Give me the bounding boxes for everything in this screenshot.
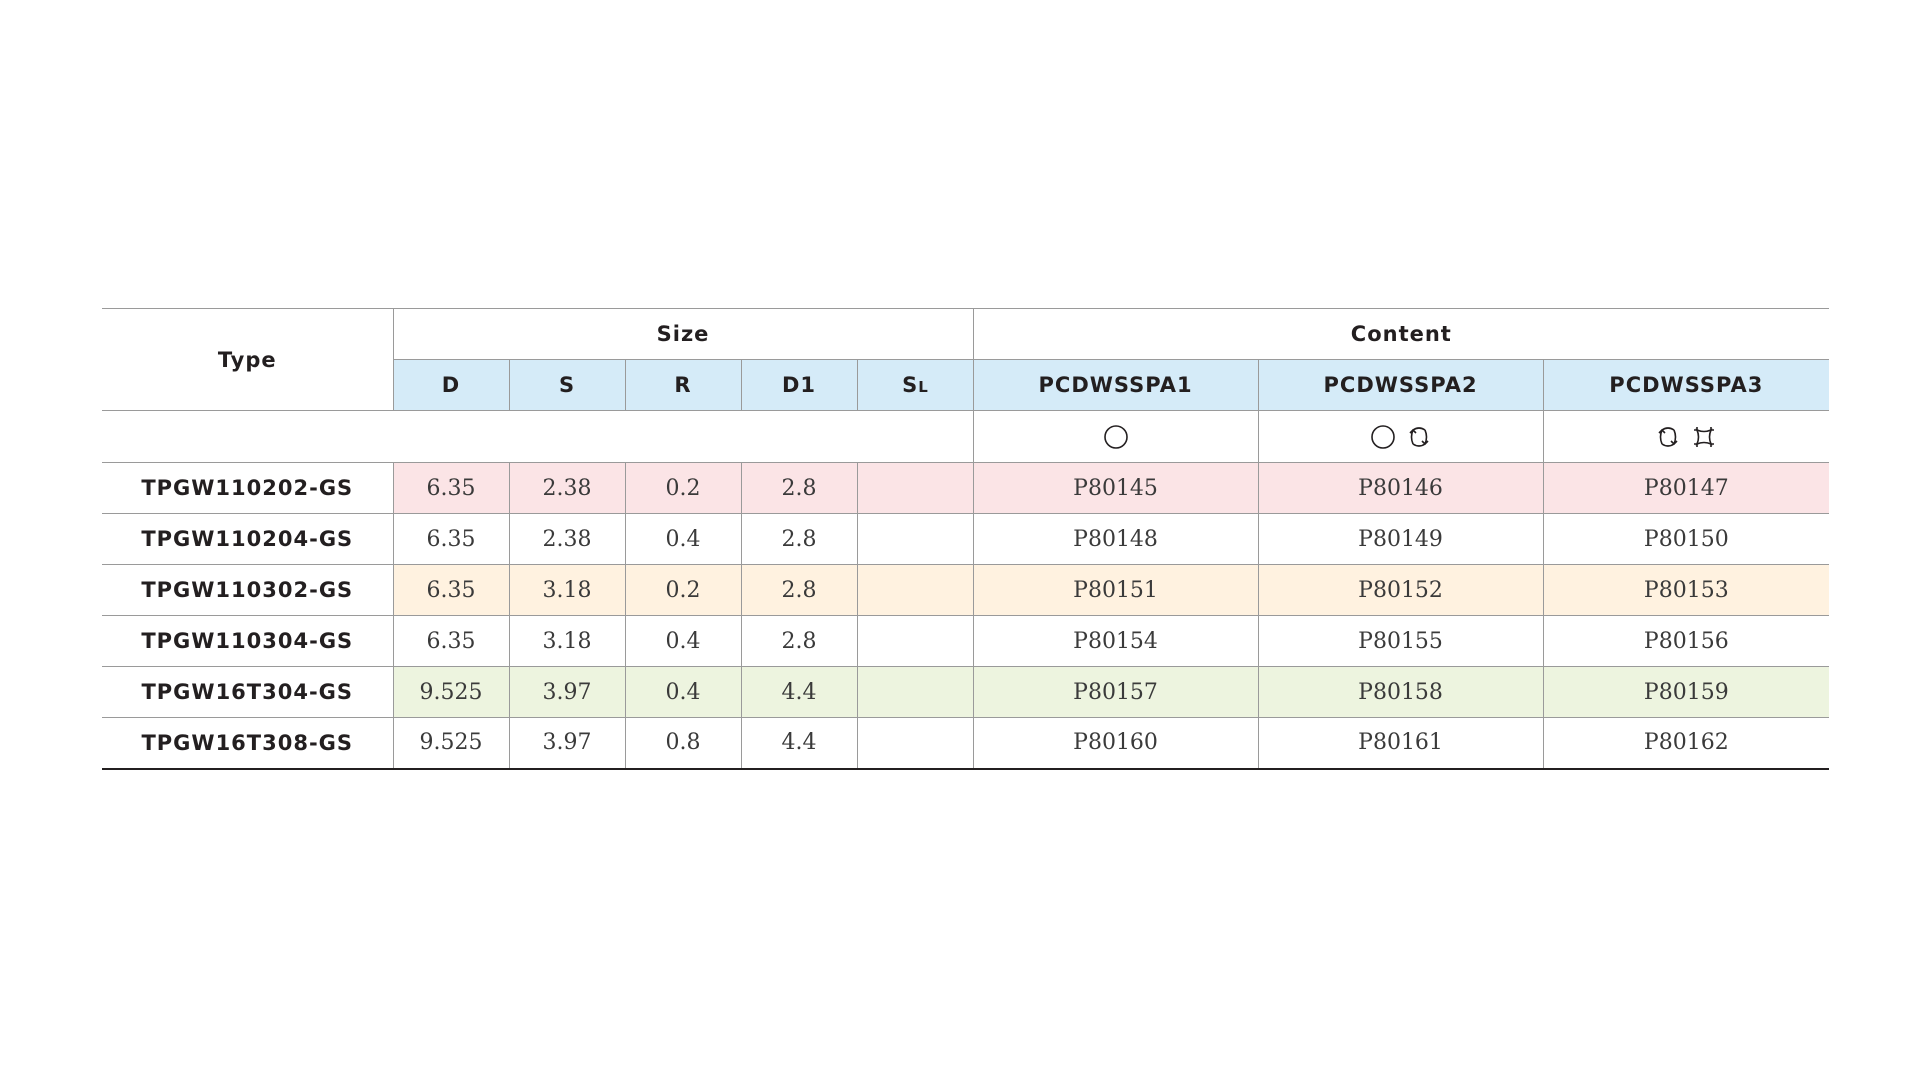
cell-s: 2.38 — [508, 513, 626, 565]
cell-pcdwsspa2: P80158 — [1257, 666, 1544, 718]
column-header-s: S — [508, 359, 626, 411]
cell-pcdwsspa3: P80147 — [1542, 462, 1830, 514]
cell-d: 9.525 — [392, 717, 510, 770]
content-header: Content — [972, 308, 1830, 360]
column-header-pcdwsspa3: PCDWSSPA3 — [1542, 359, 1830, 411]
cell-s: 3.97 — [508, 666, 626, 718]
cell-r: 0.4 — [624, 666, 742, 718]
type-cell: TPGW110204-GS — [102, 513, 394, 565]
cell-r: 0.2 — [624, 462, 742, 514]
cell-pcdwsspa2: P80149 — [1257, 513, 1544, 565]
cell-pcdwsspa1: P80157 — [972, 666, 1259, 718]
column-header-label: R — [674, 373, 692, 397]
cell-r: 0.2 — [624, 564, 742, 616]
cell-sl — [856, 564, 974, 616]
column-header-sl: SL — [856, 359, 974, 411]
table-row: TPGW110304-GS 6.35 3.18 0.4 2.8 P80154 P80155 P… — [102, 615, 1830, 667]
column-header-label: S — [558, 373, 576, 397]
circle-icon — [1370, 424, 1395, 449]
cell-s: 3.18 — [508, 564, 626, 616]
cell-r: 0.4 — [624, 615, 742, 667]
column-header-label: S — [902, 373, 919, 397]
table-row: TPGW110202-GS 6.35 2.38 0.2 2.8 P80145 P80146 P… — [102, 462, 1830, 514]
cell-pcdwsspa2: P80146 — [1257, 462, 1544, 514]
cell-d1: 2.8 — [740, 513, 858, 565]
cell-pcdwsspa1: P80160 — [972, 717, 1259, 770]
cell-d1: 4.4 — [740, 666, 858, 718]
cell-pcdwsspa1: P80154 — [972, 615, 1259, 667]
cell-d: 6.35 — [392, 615, 510, 667]
cell-d1: 2.8 — [740, 462, 858, 514]
cell-pcdwsspa2: P80155 — [1257, 615, 1544, 667]
circle-icon — [1103, 424, 1128, 449]
cell-s: 2.38 — [508, 462, 626, 514]
cell-s: 3.18 — [508, 615, 626, 667]
column-header-subscript: L — [918, 378, 928, 396]
table-row: TPGW110204-GS 6.35 2.38 0.4 2.8 P80148 P80149 P… — [102, 513, 1830, 565]
cell-d: 9.525 — [392, 666, 510, 718]
column-header-label: D1 — [781, 373, 817, 397]
cell-sl — [856, 666, 974, 718]
size-header: Size — [392, 308, 974, 360]
rotate-icon — [1658, 426, 1678, 447]
cell-sl — [856, 513, 974, 565]
icon-cell-1 — [972, 410, 1259, 463]
cell-pcdwsspa1: P80145 — [972, 462, 1259, 514]
cell-sl — [856, 615, 974, 667]
column-header-d1: D1 — [740, 359, 858, 411]
cell-pcdwsspa3: P80150 — [1542, 513, 1830, 565]
icon-cell-3 — [1542, 410, 1830, 463]
icon-cell-2 — [1257, 410, 1544, 463]
cell-r: 0.4 — [624, 513, 742, 565]
table-row: TPGW16T308-GS 9.525 3.97 0.8 4.4 P80160 P80161… — [102, 717, 1830, 770]
specification-table: Type Size Content D S R D1 SL PCDWSSPA1 … — [102, 308, 1830, 770]
type-cell: TPGW16T308-GS — [102, 717, 394, 770]
header-row-top: Type Size Content — [102, 308, 1830, 411]
cell-pcdwsspa3: P80153 — [1542, 564, 1830, 616]
cell-d: 6.35 — [392, 564, 510, 616]
cell-pcdwsspa2: P80161 — [1257, 717, 1544, 770]
cell-r: 0.8 — [624, 717, 742, 770]
expand-icon — [1694, 426, 1715, 447]
type-cell: TPGW16T304-GS — [102, 666, 394, 718]
icon-row — [102, 410, 1830, 463]
type-cell: TPGW110202-GS — [102, 462, 394, 514]
cell-pcdwsspa2: P80152 — [1257, 564, 1544, 616]
cell-pcdwsspa3: P80162 — [1542, 717, 1830, 770]
cell-pcdwsspa1: P80151 — [972, 564, 1259, 616]
type-header: Type — [102, 308, 394, 411]
cell-s: 3.97 — [508, 717, 626, 770]
cell-d: 6.35 — [392, 513, 510, 565]
column-header-pcdwsspa2: PCDWSSPA2 — [1257, 359, 1544, 411]
cell-d: 6.35 — [392, 462, 510, 514]
type-cell: TPGW110304-GS — [102, 615, 394, 667]
cell-sl — [856, 717, 974, 770]
table-row: TPGW16T304-GS 9.525 3.97 0.4 4.4 P80157 P80158… — [102, 666, 1830, 718]
cell-sl — [856, 462, 974, 514]
table-row: TPGW110302-GS 6.35 3.18 0.2 2.8 P80151 P80152 P… — [102, 564, 1830, 616]
cell-d1: 4.4 — [740, 717, 858, 770]
cell-d1: 2.8 — [740, 564, 858, 616]
column-header-r: R — [624, 359, 742, 411]
cell-pcdwsspa3: P80156 — [1542, 615, 1830, 667]
cell-pcdwsspa1: P80148 — [972, 513, 1259, 565]
cell-d1: 2.8 — [740, 615, 858, 667]
column-header-label: D — [441, 373, 461, 397]
rotate-icon — [1408, 426, 1429, 447]
column-header-d: D — [393, 359, 510, 411]
icon-row-blank — [102, 410, 974, 463]
type-cell: TPGW110302-GS — [102, 564, 394, 616]
cell-pcdwsspa3: P80159 — [1542, 666, 1830, 718]
column-header-pcdwsspa1: PCDWSSPA1 — [972, 359, 1259, 411]
